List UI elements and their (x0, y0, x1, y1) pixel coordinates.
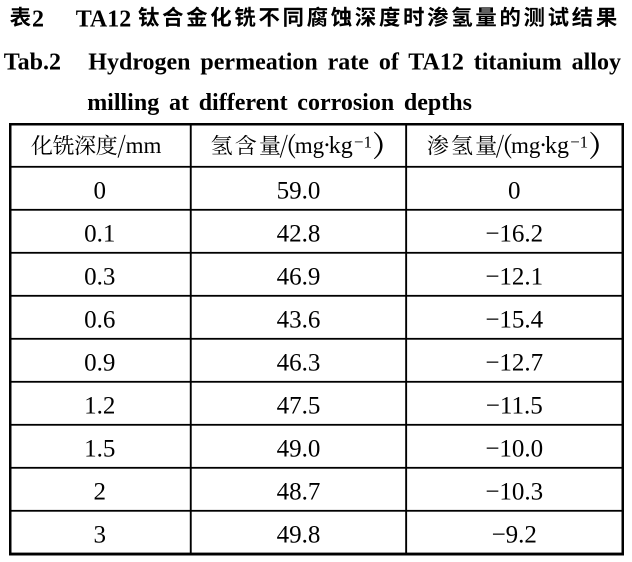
svg-text:TA12: TA12 (76, 7, 132, 33)
svg-text:milling at different corrosion: milling at different corrosion depths (87, 90, 472, 116)
svg-text:−10.0: −10.0 (485, 436, 543, 463)
svg-text:−16.2: −16.2 (485, 221, 543, 248)
svg-text:42.8: 42.8 (277, 221, 321, 248)
svg-text:0.3: 0.3 (84, 264, 115, 291)
svg-text:mm: mm (126, 133, 162, 158)
svg-text:49.8: 49.8 (277, 522, 321, 549)
svg-text:−11.5: −11.5 (486, 393, 543, 420)
svg-text:−9.2: −9.2 (492, 522, 537, 549)
svg-text:Hydrogen permeation rate of TA: Hydrogen permeation rate of TA12 titaniu… (88, 49, 621, 75)
svg-text:49.0: 49.0 (277, 436, 321, 463)
svg-text:−10.3: −10.3 (485, 479, 543, 506)
svg-text:−1: −1 (354, 132, 372, 151)
svg-text:−15.4: −15.4 (485, 307, 543, 334)
svg-text:0: 0 (508, 178, 521, 205)
svg-text:46.9: 46.9 (277, 264, 321, 291)
svg-text:47.5: 47.5 (277, 393, 321, 420)
svg-text:Tab.2: Tab.2 (4, 49, 61, 75)
svg-text:−12.7: −12.7 (485, 350, 543, 377)
svg-text:kg: kg (329, 133, 353, 159)
svg-text:0.6: 0.6 (84, 307, 115, 334)
svg-text:3: 3 (94, 522, 107, 549)
svg-text:0.9: 0.9 (84, 350, 115, 377)
svg-text:1.5: 1.5 (84, 436, 115, 463)
svg-text:2: 2 (94, 479, 107, 506)
svg-text:2: 2 (32, 7, 44, 33)
svg-text:−1: −1 (570, 132, 588, 151)
svg-text:1.2: 1.2 (84, 393, 115, 420)
svg-text:48.7: 48.7 (277, 479, 321, 506)
svg-text:−12.1: −12.1 (485, 264, 543, 291)
svg-text:mg: mg (511, 133, 541, 158)
svg-text:46.3: 46.3 (277, 350, 321, 377)
svg-text:kg: kg (545, 133, 569, 159)
svg-text:0: 0 (94, 178, 107, 205)
svg-text:43.6: 43.6 (277, 307, 321, 334)
svg-text:mg: mg (295, 133, 325, 158)
svg-text:0.1: 0.1 (84, 221, 115, 248)
svg-text:59.0: 59.0 (277, 178, 321, 205)
